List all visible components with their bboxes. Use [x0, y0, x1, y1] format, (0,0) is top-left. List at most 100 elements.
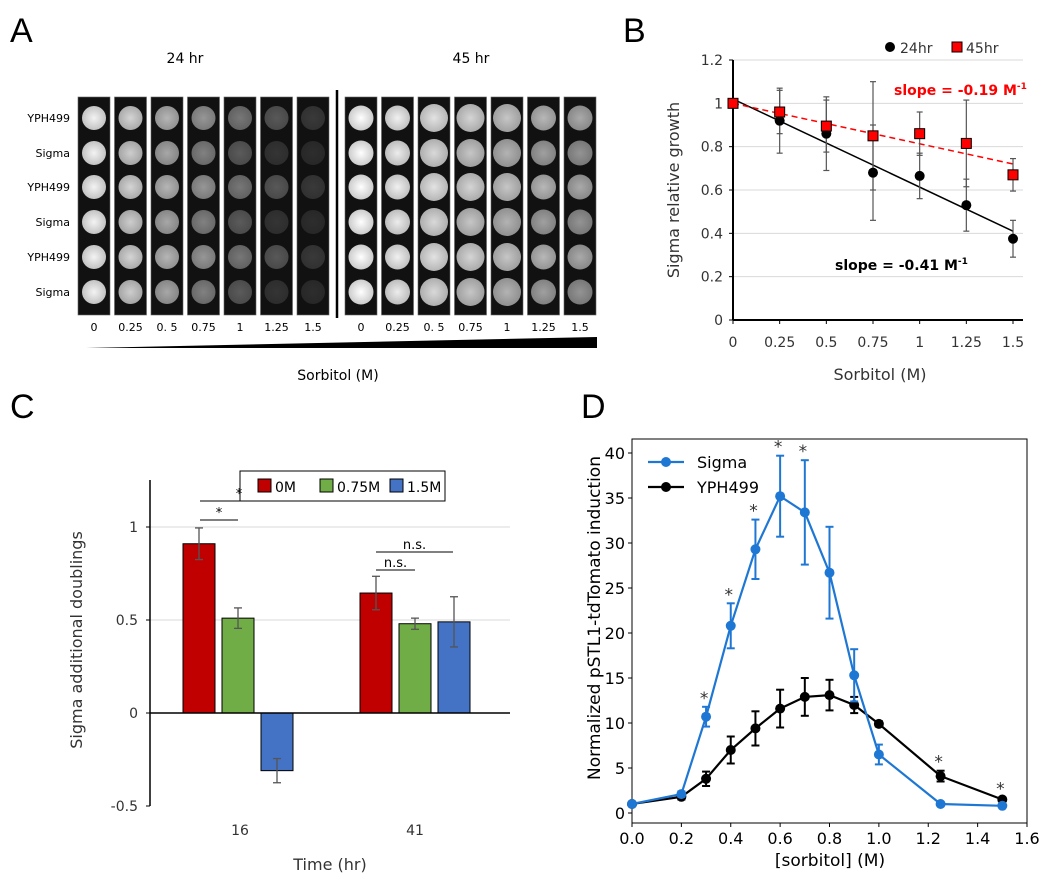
- colony-spot: [228, 210, 252, 234]
- data-point-Sigma: [873, 749, 884, 760]
- row-label: Sigma: [36, 216, 70, 229]
- concentration-label: 0. 5: [424, 321, 445, 334]
- legend-label-24hr: 24hr: [900, 41, 933, 57]
- bar-0.75M: [398, 623, 432, 714]
- x-tick-label: 0.25: [764, 335, 795, 351]
- colony-spot: [385, 105, 410, 131]
- panel-label-a: A: [10, 12, 33, 50]
- colony-spot: [155, 141, 179, 165]
- colony-spot: [301, 210, 325, 234]
- data-point-Sigma: [935, 799, 946, 809]
- significance-star: *: [774, 438, 783, 458]
- legend-label: 0M: [275, 480, 296, 496]
- colony-spot: [118, 245, 143, 269]
- colony-spot: [301, 106, 325, 130]
- y-tick-label: 0.2: [701, 270, 723, 286]
- significance-star: *: [934, 753, 943, 773]
- plate-lane: [114, 96, 147, 316]
- concentration-label: 0.75: [191, 321, 216, 334]
- colony-spot: [155, 106, 179, 130]
- data-point-Sigma: [701, 711, 712, 722]
- slope-text: slope = -0.19 M: [894, 83, 1017, 99]
- colony-spot: [385, 209, 410, 235]
- colony-spot: [456, 208, 485, 236]
- y-tick-label: 1: [714, 96, 723, 112]
- slope-label-24hr: slope = -0.41 M-1: [835, 257, 968, 274]
- x-tick-label: 1.5: [1002, 335, 1024, 351]
- colony-spot: [191, 210, 216, 234]
- colony-spot: [301, 245, 325, 269]
- data-point-YPH499: [849, 700, 860, 710]
- colony-spot: [456, 173, 485, 201]
- colony-spot: [264, 245, 289, 269]
- concentration-label: 1: [504, 321, 511, 334]
- significance-star: *: [700, 689, 709, 709]
- y-tick-label: 0: [615, 804, 625, 823]
- data-point-YPH499: [824, 690, 835, 701]
- colony-spot: [493, 208, 521, 236]
- row-label: Sigma: [36, 286, 70, 299]
- colony-spot: [531, 244, 556, 270]
- x-tick-label: 41: [406, 823, 424, 839]
- colony-spot: [348, 105, 374, 131]
- data-point-Sigma: [997, 800, 1008, 811]
- colony-spot: [567, 174, 593, 200]
- colony-spot: [301, 280, 325, 304]
- data-point-Sigma: [676, 789, 687, 800]
- x-tick-label: 0.4: [718, 829, 743, 848]
- y-tick-label: 10: [605, 714, 625, 733]
- colony-spot: [567, 105, 593, 131]
- colony-spot: [118, 280, 143, 304]
- y-tick-label: 35: [605, 489, 625, 508]
- y-tick-label: 30: [605, 534, 625, 553]
- legend-swatch-0.75M: [319, 478, 334, 493]
- colony-spot: [191, 175, 216, 199]
- plate-lane: [344, 96, 378, 316]
- colony-spot: [348, 209, 374, 235]
- y-tick-label: 1: [129, 520, 138, 536]
- colony-spot: [82, 141, 106, 165]
- significance-star: *: [799, 442, 808, 462]
- time-label-45hr: 45 hr: [453, 51, 490, 67]
- series-line-Sigma: [631, 494, 1003, 807]
- significance-star: *: [725, 585, 734, 605]
- legend-swatch-0M: [257, 478, 272, 493]
- data-point-45hr: [1007, 169, 1019, 181]
- colony-spot: [264, 141, 289, 165]
- y-tick-label: 1.2: [701, 53, 723, 69]
- x-tick-label: 0.0: [619, 829, 644, 848]
- data-point-YPH499: [775, 703, 786, 714]
- x-tick-label: 0.8: [817, 829, 842, 848]
- colony-spot: [420, 243, 448, 271]
- concentration-label: 0. 5: [157, 321, 178, 334]
- plate-lane: [563, 96, 597, 316]
- colony-spot: [567, 279, 593, 305]
- colony-spot: [191, 245, 216, 269]
- colony-spot: [264, 106, 289, 130]
- concentration-label: 1.25: [531, 321, 556, 334]
- colony-spot: [264, 175, 289, 199]
- colony-spot: [82, 245, 106, 269]
- concentration-label: 0: [91, 321, 98, 334]
- colony-spot: [420, 139, 448, 167]
- colony-spot: [301, 175, 325, 199]
- colony-spot: [456, 139, 485, 167]
- colony-spot: [228, 106, 252, 130]
- colony-spot: [82, 280, 106, 304]
- x-tick-label: 1.4: [965, 829, 990, 848]
- legend-marker-Sigma: [661, 457, 671, 467]
- significance-star: *: [996, 780, 1005, 800]
- slope-exponent: -1: [1017, 82, 1027, 92]
- colony-spot: [493, 243, 521, 271]
- concentration-wedge: [86, 337, 597, 348]
- colony-spot: [531, 140, 556, 166]
- colony-spot: [191, 141, 216, 165]
- colony-spot: [264, 280, 289, 304]
- y-tick-label: 0.6: [701, 183, 723, 199]
- concentration-label: 1.5: [571, 321, 589, 334]
- colony-spot: [82, 210, 106, 234]
- data-point-YPH499: [873, 718, 884, 729]
- significance-label: *: [236, 487, 243, 502]
- plate-lane: [527, 96, 560, 316]
- y-tick-label: 20: [605, 624, 625, 643]
